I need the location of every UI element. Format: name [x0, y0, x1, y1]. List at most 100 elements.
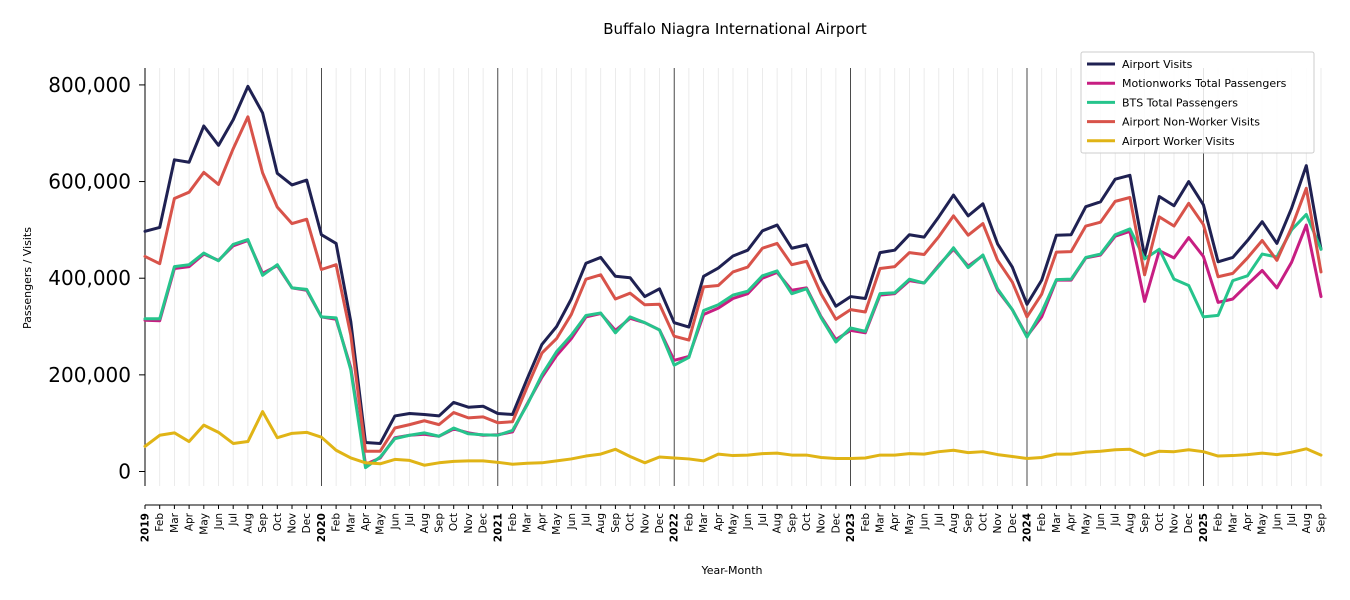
x-tick-label: Feb: [683, 513, 695, 532]
x-tick-label: Feb: [154, 513, 166, 532]
x-tick-label: 2025: [1198, 513, 1210, 542]
x-tick-label: Apr: [184, 512, 196, 531]
x-tick-label: Sep: [963, 513, 975, 533]
x-tick-label: Nov: [463, 513, 475, 534]
y-tick-label: 800,000: [48, 73, 131, 97]
x-tick-label: Jun: [919, 513, 931, 530]
legend-box: [1080, 51, 1315, 154]
x-tick-label: May: [551, 513, 563, 535]
x-tick-label: Jul: [228, 513, 240, 527]
legend-label: Airport Non-Worker Visits: [1122, 116, 1260, 129]
y-axis-label: Passengers / Visits: [21, 227, 34, 329]
x-tick-label: Jun: [1095, 513, 1107, 530]
legend-label: Airport Worker Visits: [1122, 135, 1235, 148]
x-tick-label: Oct: [1154, 513, 1166, 531]
x-tick-label: Sep: [610, 513, 622, 533]
x-tick-label: Apr: [1066, 512, 1078, 531]
y-tick-label: 400,000: [48, 266, 131, 290]
x-tick-label: May: [375, 513, 387, 535]
x-tick-label: Feb: [860, 513, 872, 532]
x-tick-label: 2019: [140, 513, 152, 542]
x-tick-label: May: [904, 513, 916, 535]
x-tick-label: Oct: [977, 513, 989, 531]
x-tick-label: Jul: [1286, 513, 1298, 527]
x-tick-label: Mar: [522, 512, 534, 532]
x-tick-label: 2022: [669, 513, 681, 542]
x-tick-label: Nov: [287, 513, 299, 534]
x-tick-label: Jul: [1110, 513, 1122, 527]
x-tick-label: Dec: [1007, 513, 1019, 534]
x-tick-label: Apr: [536, 512, 548, 531]
x-tick-label: Jun: [1271, 513, 1283, 530]
x-tick-label: 2021: [492, 513, 504, 542]
series-line-airport-visits: [143, 84, 1323, 445]
x-tick-label: May: [1080, 513, 1092, 535]
y-tick-label: 200,000: [48, 363, 131, 387]
x-tick-label: 2024: [1022, 513, 1034, 542]
x-tick-label: Sep: [1316, 513, 1328, 533]
x-tick-label: Mar: [875, 512, 887, 532]
x-axis-label: Year-Month: [700, 564, 762, 577]
x-tick-label: Mar: [1227, 512, 1239, 532]
legend: Airport Visits Motionworks Total Passenge…: [1080, 51, 1315, 154]
x-tick-label: Apr: [360, 512, 372, 531]
x-tick-label: Oct: [448, 513, 460, 531]
x-tick-label: Aug: [772, 513, 784, 534]
x-tick-label: Feb: [1036, 513, 1048, 532]
x-tick-label: Mar: [1051, 512, 1063, 532]
x-tick-label: Aug: [1301, 513, 1313, 534]
x-tick-label: Mar: [345, 512, 357, 532]
series-lines: [143, 84, 1323, 470]
x-tick-label: Aug: [1124, 513, 1136, 534]
x-tick-label: Apr: [889, 512, 901, 531]
x-tick-label: Sep: [786, 513, 798, 533]
y-axis: 0 200,000 400,000 600,000 800,000: [48, 68, 146, 486]
x-tick-label: Aug: [595, 513, 607, 534]
x-tick-label: Dec: [1183, 513, 1195, 534]
x-tick-label: Jun: [566, 513, 578, 530]
x-tick-label: Aug: [948, 513, 960, 534]
x-tick-label: Oct: [801, 513, 813, 531]
x-tick-label: Feb: [331, 513, 343, 532]
y-tick-label: 0: [118, 460, 131, 484]
x-tick-label: Oct: [625, 513, 637, 531]
legend-label: Airport Visits: [1122, 58, 1193, 71]
legend-label: BTS Total Passengers: [1122, 96, 1238, 109]
x-tick-label: Oct: [272, 513, 284, 531]
x-tick-label: Nov: [992, 513, 1004, 534]
x-tick-label: 2020: [316, 513, 328, 542]
series-line-airport-non-worker-visits: [143, 115, 1323, 453]
x-tick-label: Jul: [933, 513, 945, 527]
x-tick-label: Apr: [1242, 512, 1254, 531]
x-tick-label: May: [198, 513, 210, 535]
x-tick-label: Apr: [713, 512, 725, 531]
x-tick-label: Jul: [404, 513, 416, 527]
x-tick-label: May: [728, 513, 740, 535]
x-tick-label: Dec: [478, 513, 490, 534]
series-line-bts-total-passengers: [143, 212, 1323, 470]
x-tick-label: Sep: [1139, 513, 1151, 533]
x-tick-label: Dec: [301, 513, 313, 534]
legend-label: Motionworks Total Passengers: [1122, 77, 1287, 90]
x-tick-label: 2023: [845, 513, 857, 542]
x-tick-label: Dec: [654, 513, 666, 534]
x-tick-label: Mar: [169, 512, 181, 532]
x-tick-label: May: [1257, 513, 1269, 535]
x-tick-label: Aug: [419, 513, 431, 534]
y-tick-label: 600,000: [48, 170, 131, 194]
x-tick-label: Jun: [389, 513, 401, 530]
x-tick-label: Mar: [698, 512, 710, 532]
x-tick-label: Jun: [742, 513, 754, 530]
x-tick-label: Jun: [213, 513, 225, 530]
x-tick-label: Jul: [581, 513, 593, 527]
chart-title: Buffalo Niagra International Airport: [603, 20, 867, 38]
series-line-airport-worker-visits: [143, 410, 1323, 467]
x-tick-label: Dec: [830, 513, 842, 534]
x-tick-label: Jul: [757, 513, 769, 527]
x-tick-label: Nov: [816, 513, 828, 534]
x-axis: 2019 Feb Mar Apr May Jun Jul Aug Sep Oct Nov Dec 202…: [140, 504, 1328, 542]
x-tick-label: Nov: [1169, 513, 1181, 534]
x-tick-label: Feb: [1213, 513, 1225, 532]
x-tick-label: Aug: [242, 513, 254, 534]
